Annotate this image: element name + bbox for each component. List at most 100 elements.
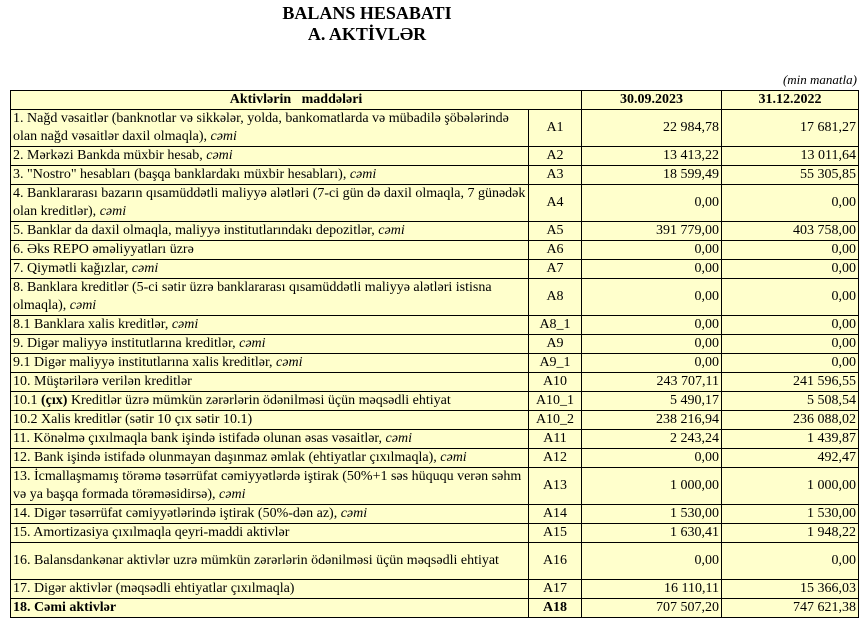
label-italic-total: cəmi <box>206 148 233 163</box>
row-label: 4. Banklararası bazarın qısamüddətli mal… <box>10 184 529 222</box>
label-text: 5. Banklar da daxil olmaqla, maliyyə ins… <box>13 223 379 238</box>
label-text: 4. Banklararası bazarın qısamüddətli mal… <box>13 186 526 219</box>
value-31-12-2022: 0,00 <box>721 240 860 260</box>
value-30-09-2023: 18 599,49 <box>581 165 723 185</box>
row-code: A5 <box>527 221 583 241</box>
table-row: 8. Banklara kreditlər (5-ci sətir üzrə b… <box>10 278 860 316</box>
table-row: 5. Banklar da daxil olmaqla, maliyyə ins… <box>10 221 860 241</box>
table-row: 10.1 (çıx) Kreditlər üzrə mümkün zərərlə… <box>10 391 860 411</box>
value-31-12-2022: 236 088,02 <box>721 410 860 430</box>
label-text: 10. Müştərilərə verilən kreditlər <box>13 374 192 389</box>
table-row: 14. Digər təsərrüfat cəmiyyətlərində işt… <box>10 504 860 524</box>
label-italic-total: cəmi <box>219 487 246 502</box>
value-30-09-2023: 0,00 <box>581 353 723 373</box>
row-code: A11 <box>527 429 583 449</box>
label-text: 7. Qiymətli kağızlar, <box>13 261 132 276</box>
value-30-09-2023: 16 110,11 <box>581 579 723 599</box>
table-row: 11. Könəlmə çıxılmaqla bank işində istif… <box>10 429 860 449</box>
label-italic-total: cəmi <box>239 336 266 351</box>
label-text: 15. Amortizasiya çıxılmaqla qeyri-maddi … <box>13 525 290 540</box>
table-row: 2. Mərkəzi Bankda müxbir hesab, cəmi A2 13… <box>10 146 860 166</box>
label-italic-total: cəmi <box>210 129 237 144</box>
value-30-09-2023: 243 707,11 <box>581 372 723 392</box>
table-row: 8.1 Banklara xalis kreditlər, cəmi A8_1 0,… <box>10 315 860 335</box>
row-code: A8_1 <box>527 315 583 335</box>
row-code: A8 <box>527 278 583 316</box>
label-text: 11. Könəlmə çıxılmaqla bank işində istif… <box>13 431 386 446</box>
header-items: Aktivlərin maddələri <box>9 90 583 110</box>
value-30-09-2023: 0,00 <box>581 542 723 580</box>
value-31-12-2022: 5 508,54 <box>721 391 860 411</box>
label-text: 12. Bank işində istifadə olunmayan daşın… <box>13 450 441 465</box>
value-30-09-2023: 0,00 <box>581 315 723 335</box>
value-31-12-2022: 0,00 <box>721 184 860 222</box>
label-text: 10.2 Xalis kreditlər (sətir 10 çıx sətir… <box>13 412 253 427</box>
label-bold: (çıx) <box>41 393 68 408</box>
value-31-12-2022: 1 948,22 <box>721 523 860 543</box>
row-label: 12. Bank işində istifadə olunmayan daşın… <box>10 448 529 468</box>
row-code: A3 <box>527 165 583 185</box>
value-31-12-2022: 0,00 <box>721 334 860 354</box>
value-30-09-2023: 238 216,94 <box>581 410 723 430</box>
label-italic-total: cəmi <box>99 204 127 219</box>
table-row: 17. Digər aktivlər (məqsədli ehtiyatlar … <box>10 579 860 599</box>
label-text: 9. Digər maliyyə institutlarına kreditlə… <box>13 336 240 351</box>
value-31-12-2022: 0,00 <box>721 259 860 279</box>
label-text: 16. Balansdankənar aktivlər uzrə mümkün … <box>13 553 499 568</box>
value-31-12-2022: 1 530,00 <box>721 504 860 524</box>
row-label: 8.1 Banklara xalis kreditlər, cəmi <box>10 315 529 335</box>
value-30-09-2023: 0,00 <box>581 240 723 260</box>
row-code: A10_2 <box>527 410 583 430</box>
label-text: 18. Cəmi aktivlər <box>13 600 117 615</box>
label-text: 1. Nağd vəsaitlər (banknotlar və sikkələ… <box>13 111 509 144</box>
label-prefix: 10.1 <box>13 393 41 408</box>
unit-note: (min manatla) <box>782 72 857 87</box>
value-30-09-2023: 5 490,17 <box>581 391 723 411</box>
table-row: 9. Digər maliyyə institutlarına kreditlə… <box>10 334 860 354</box>
table-row: 4. Banklararası bazarın qısamüddətli mal… <box>10 184 860 222</box>
label-text: 6. Əks REPO əməliyyatları üzrə <box>13 242 194 257</box>
value-30-09-2023: 1 530,00 <box>581 504 723 524</box>
row-label: 2. Mərkəzi Bankda müxbir hesab, cəmi <box>10 146 529 166</box>
row-label: 9.1 Digər maliyyə institutlarına xalis k… <box>10 353 529 373</box>
row-label: 6. Əks REPO əməliyyatları üzrə <box>10 240 529 260</box>
row-label: 9. Digər maliyyə institutlarına kreditlə… <box>10 334 529 354</box>
value-31-12-2022: 0,00 <box>721 353 860 373</box>
header-date-2: 31.12.2022 <box>721 90 860 110</box>
row-label: 10.2 Xalis kreditlər (sətir 10 çıx sətir… <box>10 410 529 430</box>
label-text: 13. İcmallaşmamış törəmə təsərrüfat cəmi… <box>13 469 522 502</box>
value-31-12-2022: 0,00 <box>721 542 860 580</box>
row-label: 13. İcmallaşmamış törəmə təsərrüfat cəmi… <box>10 467 529 505</box>
table-row: 3. "Nostro" hesabları (başqa banklardakı… <box>10 165 860 185</box>
report-title: BALANS HESABATI <box>282 3 452 23</box>
table-row: 16. Balansdankənar aktivlər uzrə mümkün … <box>10 542 860 580</box>
value-30-09-2023: 0,00 <box>581 334 723 354</box>
value-30-09-2023: 0,00 <box>581 448 723 468</box>
label-italic-total: cəmi <box>276 355 303 370</box>
value-31-12-2022: 403 758,00 <box>721 221 860 241</box>
value-31-12-2022: 0,00 <box>721 278 860 316</box>
label-italic-total: cəmi <box>131 261 159 276</box>
table-row: 10.2 Xalis kreditlər (sətir 10 çıx sətir… <box>10 410 860 430</box>
value-31-12-2022: 17 681,27 <box>721 109 860 147</box>
value-30-09-2023: 391 779,00 <box>581 221 723 241</box>
label-text: Kreditlər üzrə mümkün zərərlərin ödənilm… <box>67 393 451 408</box>
row-label: 8. Banklara kreditlər (5-ci sətir üzrə b… <box>10 278 529 316</box>
label-italic-total: cəmi <box>69 298 97 313</box>
row-label: 1. Nağd vəsaitlər (banknotlar və sikkələ… <box>10 109 529 147</box>
value-31-12-2022: 492,47 <box>721 448 860 468</box>
row-code: A9_1 <box>527 353 583 373</box>
row-label: 7. Qiymətli kağızlar, cəmi <box>10 259 529 279</box>
value-31-12-2022: 1 439,87 <box>721 429 860 449</box>
row-code: A7 <box>527 259 583 279</box>
row-label: 3. "Nostro" hesabları (başqa banklardakı… <box>10 165 529 185</box>
value-31-12-2022: 13 011,64 <box>721 146 860 166</box>
row-label: 17. Digər aktivlər (məqsədli ehtiyatlar … <box>10 579 529 599</box>
label-text: 8. Banklara kreditlər (5-ci sətir üzrə b… <box>13 280 492 313</box>
row-code: A14 <box>527 504 583 524</box>
table-row: 15. Amortizasiya çıxılmaqla qeyri-maddi … <box>10 523 860 543</box>
row-code: A2 <box>527 146 583 166</box>
value-31-12-2022: 241 596,55 <box>721 372 860 392</box>
header-row: Aktivlərin maddələri 30.09.2023 31.12.20… <box>9 90 860 110</box>
table-row: 12. Bank işində istifadə olunmayan daşın… <box>10 448 860 468</box>
